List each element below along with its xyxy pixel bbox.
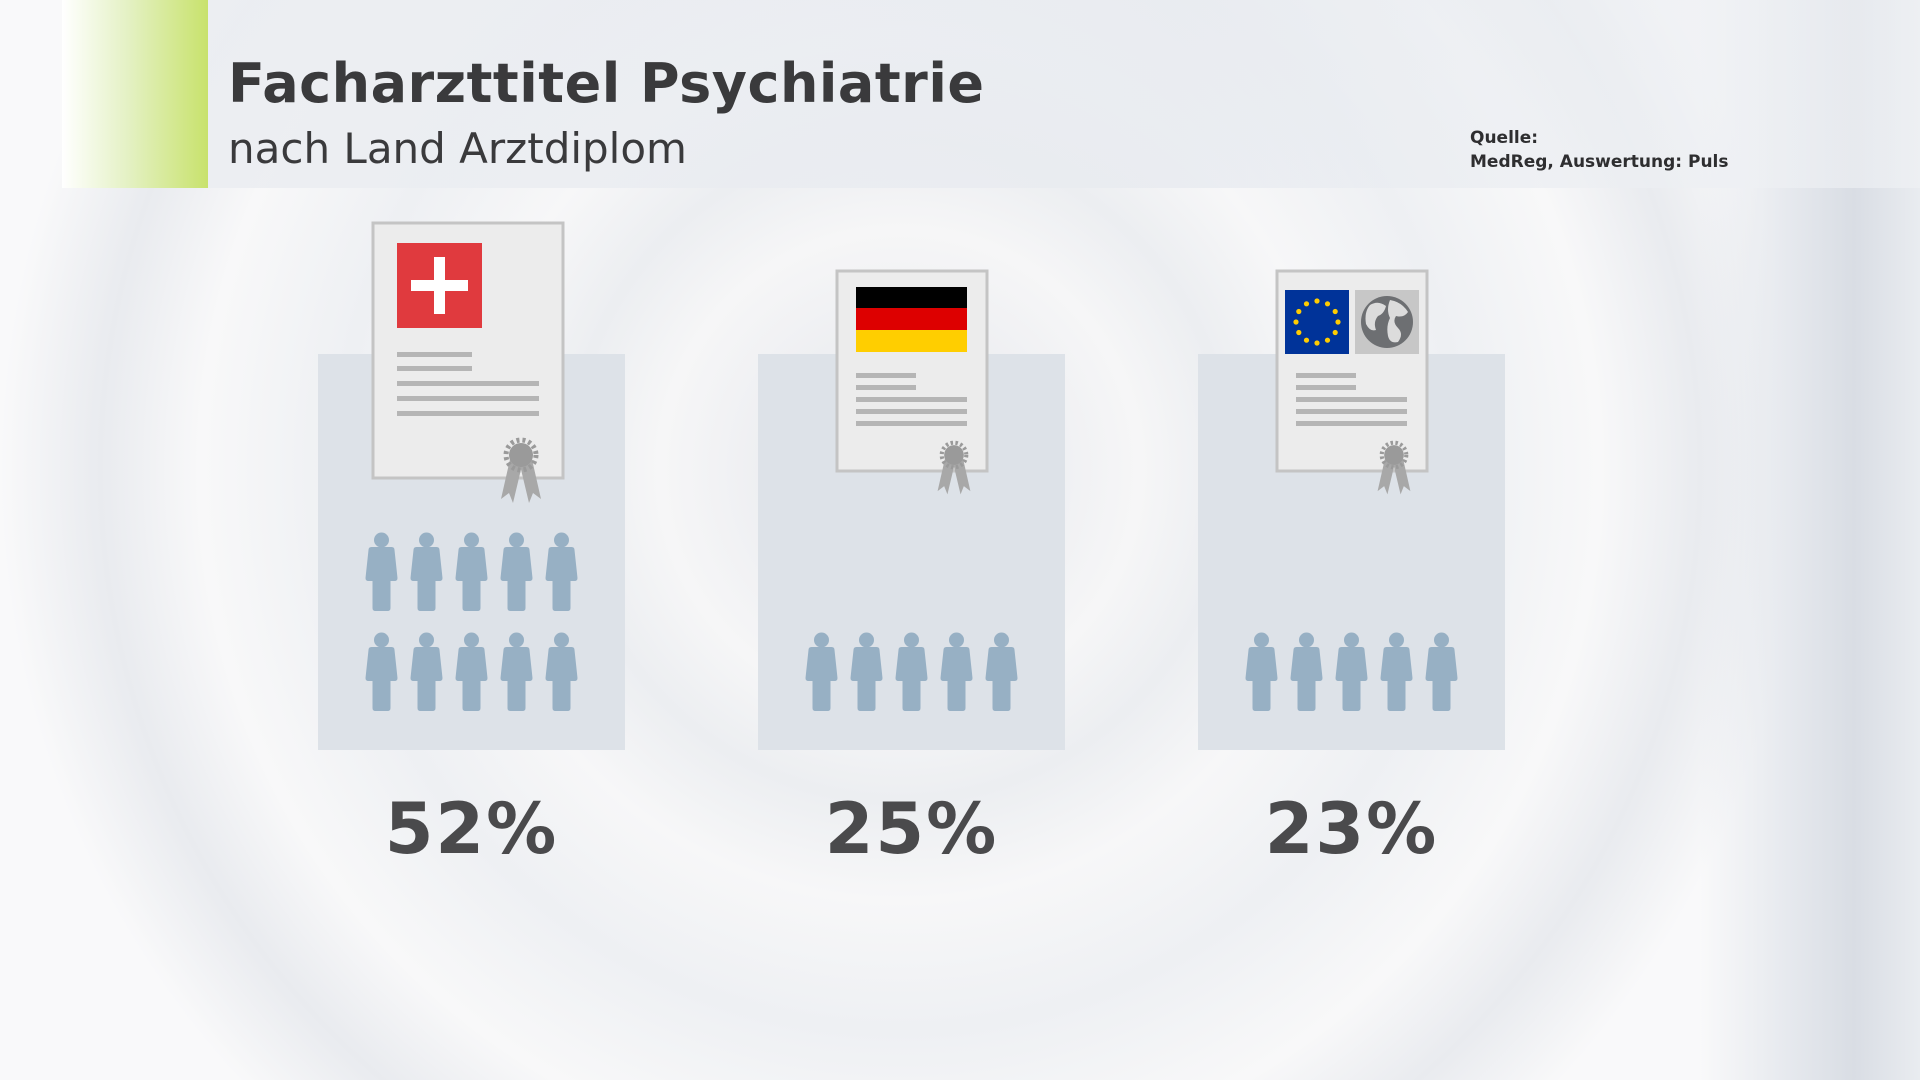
- person-icon: [1335, 632, 1368, 711]
- eu-flag-icon: [1285, 290, 1349, 354]
- person-icon: [1380, 632, 1413, 711]
- person-icon: [545, 632, 578, 711]
- eu-star-icon: [1314, 340, 1320, 346]
- eu-star-icon: [1335, 319, 1341, 325]
- certificate-switzerland: [371, 221, 565, 503]
- value-label-germany: 25%: [824, 788, 999, 870]
- person-icon: [500, 532, 533, 611]
- person-icon: [850, 632, 883, 711]
- person-icon: [365, 532, 398, 611]
- person-icon: [940, 632, 973, 711]
- person-icon: [985, 632, 1018, 711]
- value-label-eu-world: 23%: [1264, 788, 1439, 870]
- chart-title: Facharzttitel Psychiatrie: [228, 52, 985, 115]
- swiss-flag-icon: [397, 243, 482, 328]
- accent-stripe: [62, 0, 208, 188]
- person-icon: [545, 532, 578, 611]
- certificate-text-lines: [1296, 373, 1407, 426]
- source-label: Quelle:: [1470, 128, 1539, 148]
- person-icon: [455, 632, 488, 711]
- person-icon: [410, 632, 443, 711]
- person-icon: [1290, 632, 1323, 711]
- person-icon: [1245, 632, 1278, 711]
- eu-star-icon: [1314, 298, 1320, 304]
- certificate-germany: [835, 269, 989, 494]
- german-flag-icon: [856, 287, 967, 352]
- person-icon: [805, 632, 838, 711]
- person-icon: [1425, 632, 1458, 711]
- globe-icon: [1355, 290, 1419, 354]
- certificate-text-lines: [856, 373, 967, 426]
- person-icon: [500, 632, 533, 711]
- person-icon: [410, 532, 443, 611]
- eu-star-icon: [1332, 308, 1338, 315]
- eu-star-icon: [1303, 337, 1310, 343]
- header-bar: [62, 0, 1920, 188]
- person-icon: [365, 632, 398, 711]
- certificate-eu-world: [1275, 269, 1429, 494]
- value-label-switzerland: 52%: [384, 788, 559, 870]
- eu-star-icon: [1296, 308, 1302, 315]
- eu-star-icon: [1293, 319, 1299, 325]
- person-icon: [455, 532, 488, 611]
- eu-star-icon: [1296, 329, 1302, 336]
- eu-star-icon: [1332, 329, 1338, 336]
- source-note: Quelle: MedReg, Auswertung: Puls: [1470, 126, 1729, 174]
- eu-star-icon: [1324, 337, 1331, 343]
- eu-star-icon: [1303, 301, 1310, 307]
- chart-subtitle: nach Land Arztdiplom: [228, 124, 687, 173]
- person-icon: [895, 632, 928, 711]
- certificate-text-lines: [397, 352, 539, 416]
- eu-star-icon: [1324, 301, 1331, 307]
- source-text: MedReg, Auswertung: Puls: [1470, 152, 1729, 172]
